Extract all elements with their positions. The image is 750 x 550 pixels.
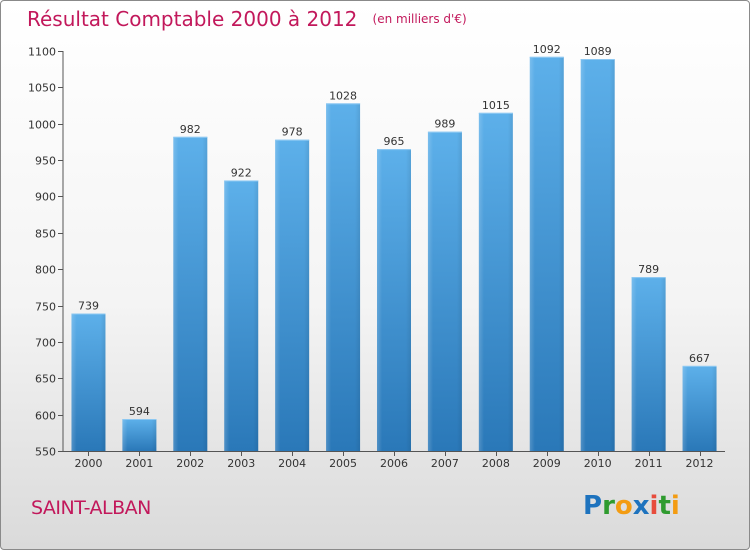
data-label: 1092	[533, 43, 561, 56]
y-tick-label: 1050	[28, 82, 56, 95]
data-label: 989	[434, 118, 455, 131]
data-label: 789	[638, 263, 659, 276]
data-label: 1015	[482, 99, 510, 112]
title-row: Résultat Comptable 2000 à 2012 (en milli…	[27, 7, 467, 31]
bar-shade	[71, 313, 106, 451]
y-tick-label: 800	[35, 264, 56, 277]
y-tick-label: 1100	[28, 46, 56, 59]
data-label: 594	[129, 405, 150, 418]
bar-shade	[529, 56, 564, 452]
x-tick-label: 2001	[125, 457, 153, 470]
data-label: 1089	[584, 45, 612, 58]
bar-shade	[377, 149, 411, 451]
data-label: 1028	[329, 89, 357, 102]
x-tick-label: 2007	[431, 457, 459, 470]
bar-shade	[224, 180, 259, 452]
x-tick-label: 2010	[584, 457, 612, 470]
x-tick-label: 2005	[329, 457, 357, 470]
data-label: 965	[384, 135, 405, 148]
bar-shade	[122, 419, 157, 451]
x-tick-label: 2000	[74, 457, 102, 470]
x-tick-label: 2009	[533, 457, 561, 470]
data-label: 922	[231, 166, 252, 179]
x-tick-label: 2008	[482, 457, 510, 470]
data-label: 667	[689, 352, 710, 365]
place-name: SAINT-ALBAN	[31, 497, 151, 519]
y-tick-label: 850	[35, 228, 56, 241]
y-tick-label: 750	[35, 301, 56, 314]
bar-shade	[631, 277, 666, 451]
y-tick-label: 600	[35, 410, 56, 423]
x-tick-label: 2011	[635, 457, 663, 470]
y-tick-label: 1000	[28, 119, 56, 132]
y-tick-label: 650	[35, 373, 56, 386]
data-label: 978	[282, 126, 303, 139]
bar-shade	[478, 112, 513, 452]
proxiti-logo[interactable]: Proxiti	[583, 491, 680, 521]
x-tick-label: 2012	[686, 457, 714, 470]
y-tick-label: 950	[35, 155, 56, 168]
bar-shade	[326, 103, 361, 451]
x-tick-label: 2003	[227, 457, 255, 470]
bar-shade	[580, 59, 615, 451]
x-tick-label: 2004	[278, 457, 306, 470]
bar-shade	[427, 131, 462, 451]
x-tick-label: 2006	[380, 457, 408, 470]
data-label: 739	[78, 300, 99, 313]
chart-title: Résultat Comptable 2000 à 2012	[27, 7, 358, 31]
y-tick-label: 550	[35, 446, 56, 459]
bar-shade	[173, 136, 208, 451]
bar-shade	[682, 365, 717, 451]
data-label: 982	[180, 123, 201, 136]
chart-subtitle: (en milliers d'€)	[372, 12, 467, 26]
bar-shade	[275, 139, 310, 451]
y-tick-label: 700	[35, 337, 56, 350]
y-tick-label: 900	[35, 191, 56, 204]
x-tick-label: 2002	[176, 457, 204, 470]
